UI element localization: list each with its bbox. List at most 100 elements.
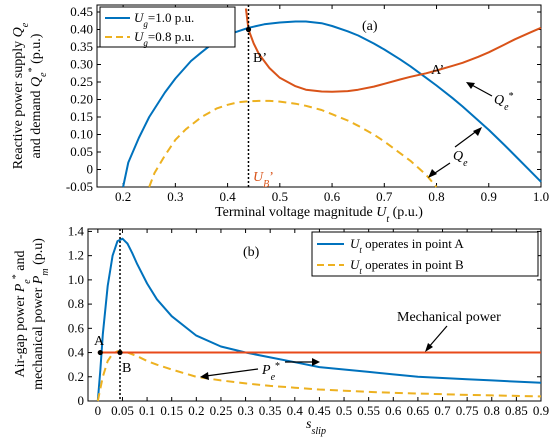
annotation-pe-star: Pe* — [261, 361, 280, 383]
x-tick-label: 0.45 — [308, 403, 331, 418]
x-tick-label: 0.5 — [272, 189, 288, 204]
x-tick-label: 0.3 — [167, 189, 183, 204]
y-tick-label: 0.20 — [70, 92, 93, 107]
y-tick-label: 0.10 — [70, 127, 93, 142]
annotation-point-a: A — [94, 334, 105, 349]
y-tick-label: 0.4 — [68, 345, 85, 360]
panel-label-a: (a) — [362, 19, 378, 34]
legend-b: Ut operates in point A Ut operates in po… — [311, 231, 539, 277]
y-tick-label: 0.25 — [70, 74, 93, 89]
x-tick-label: 0.25 — [210, 403, 233, 418]
x-tick-label: 0.8 — [484, 403, 500, 418]
y-tick-label: 0.8 — [68, 296, 84, 311]
legend-box-b — [311, 231, 539, 277]
x-tick-label: 0.6 — [385, 403, 402, 418]
operating-point-marker — [245, 26, 252, 33]
legend-a: Ug=1.0 p.u. Ug=0.8 p.u. — [99, 6, 236, 48]
legend-label-point-b: Ut operates in point B — [350, 257, 464, 276]
legend-box-a — [99, 6, 236, 48]
annotation-point-b: B — [122, 361, 131, 376]
y-tick-label: -0.05 — [66, 179, 93, 194]
y-axis-label-a-line2: and demand Qe* (p.u.) — [27, 33, 49, 158]
y-tick-label: 1.4 — [68, 223, 85, 238]
series-line-u-t-operates-in-point-a — [96, 237, 542, 402]
x-tick-label: 0.7 — [434, 403, 451, 418]
arrowhead-pe-right — [312, 358, 320, 366]
annotation-qe: Qe — [453, 149, 468, 169]
y-tick-label: 0 — [87, 162, 94, 177]
axis-ticks-b: 0 0.05 0.1 0.15 0.2 0.25 0.3 0.35 0.4 0.45 0.5 0.55… — [68, 223, 549, 418]
x-tick-label: 0.8 — [428, 189, 444, 204]
annotation-mechanical-power: Mechanical power — [397, 310, 501, 325]
arrowhead-mechanical-power — [425, 343, 433, 352]
x-tick-label: 0.75 — [456, 403, 479, 418]
x-tick-label: 0.2 — [115, 189, 131, 204]
x-tick-label: 0.9 — [533, 403, 549, 418]
x-tick-label: 1.0 — [533, 189, 549, 204]
plot-frame-a — [96, 4, 542, 188]
annotation-qe-star: Qe* — [494, 91, 514, 113]
annotation-b-prime: B’ — [253, 51, 267, 66]
x-tick-label: 0.85 — [505, 403, 528, 418]
x-tick-label: 0.4 — [287, 403, 304, 418]
panel-b: 0 0.05 0.1 0.15 0.2 0.25 0.3 0.35 0.4 0.45 0.5 0.55… — [11, 223, 550, 436]
axis-ticks-a: 0.2 0.3 0.4 0.5 0.6 0.7 0.8 0.9 1.0 -0.05 0 0.05 0.1… — [66, 4, 549, 204]
markers-b — [97, 349, 123, 356]
operating-point-marker — [97, 349, 103, 356]
x-tick-label: 0.65 — [407, 403, 430, 418]
y-tick-label: 0.05 — [70, 144, 93, 159]
y-axis-label-b-line2: mechanical power Pm (p.u) — [31, 238, 51, 390]
panel-label-b: (b) — [243, 245, 260, 260]
y-axis-label-b-line1: Air-gap power Pe* and — [11, 251, 33, 378]
x-tick-label: 0.55 — [357, 403, 380, 418]
arrowhead-qe-star — [466, 82, 475, 89]
x-axis-label-a: Terminal voltage magnitude Ut (p.u.) — [215, 205, 423, 225]
x-tick-label: 0.9 — [481, 189, 497, 204]
legend-label-ug10: Ug=1.0 p.u. — [134, 10, 194, 29]
operating-point-marker — [117, 349, 123, 356]
series-line-u-g-0-8-p-u- — [148, 99, 438, 188]
x-tick-label: 0.5 — [336, 403, 352, 418]
y-tick-label: 1.0 — [68, 272, 84, 287]
x-tick-label: 0.2 — [188, 403, 204, 418]
x-tick-label: 0.05 — [111, 403, 134, 418]
y-tick-label: 0.15 — [70, 109, 93, 124]
arrowhead-qe-up — [473, 127, 482, 136]
x-axis-label-b: sslip — [306, 417, 326, 437]
y-axis-label-b: Air-gap power Pe* and mechanical power P… — [11, 238, 51, 390]
markers-a — [245, 26, 252, 33]
y-axis-label-a: Reactive power supply Qe and demand Qe* … — [11, 22, 49, 169]
y-tick-label: 0.30 — [70, 57, 93, 72]
x-tick-label: 0 — [95, 403, 102, 418]
y-tick-label: 1.2 — [68, 248, 84, 263]
series-line-q-e- — [244, 8, 542, 93]
y-axis-label-a-line1: Reactive power supply Qe — [11, 22, 31, 169]
y-tick-label: 0.6 — [68, 320, 85, 335]
plot-frame-b — [87, 228, 542, 402]
annotation-ub-prime: UB’ — [253, 170, 274, 190]
arrowhead-qe-down — [428, 169, 437, 178]
arrow-mechanical-power — [427, 325, 448, 349]
x-tick-label: 0.1 — [139, 403, 155, 418]
arrow-qe — [454, 129, 479, 148]
annotation-a-prime: A’ — [431, 63, 444, 78]
x-tick-label: 0.15 — [160, 403, 183, 418]
x-tick-label: 0.3 — [237, 403, 253, 418]
panel-a: 0.2 0.3 0.4 0.5 0.6 0.7 0.8 0.9 1.0 -0.05 0 0.05 0.1… — [11, 4, 549, 225]
x-tick-label: 0.35 — [259, 403, 282, 418]
x-tick-label: 0.4 — [219, 189, 236, 204]
legend-label-point-a: Ut operates in point A — [350, 236, 464, 255]
y-tick-label: 0.2 — [68, 369, 84, 384]
x-tick-label: 0.7 — [376, 189, 393, 204]
y-tick-label: 0.45 — [70, 4, 93, 19]
arrow-qe-star — [469, 83, 493, 97]
series-group-a — [122, 8, 542, 188]
series-line-u-t-operates-in-point-b — [96, 350, 542, 402]
series-line-u-g-1-0-p-u- — [122, 20, 542, 188]
y-tick-label: 0.40 — [70, 22, 93, 37]
x-tick-label: 0.6 — [324, 189, 341, 204]
legend-label-ug08: Ug=0.8 p.u. — [134, 29, 194, 48]
y-tick-label: 0.35 — [70, 39, 93, 54]
y-tick-label: 0 — [78, 393, 85, 408]
